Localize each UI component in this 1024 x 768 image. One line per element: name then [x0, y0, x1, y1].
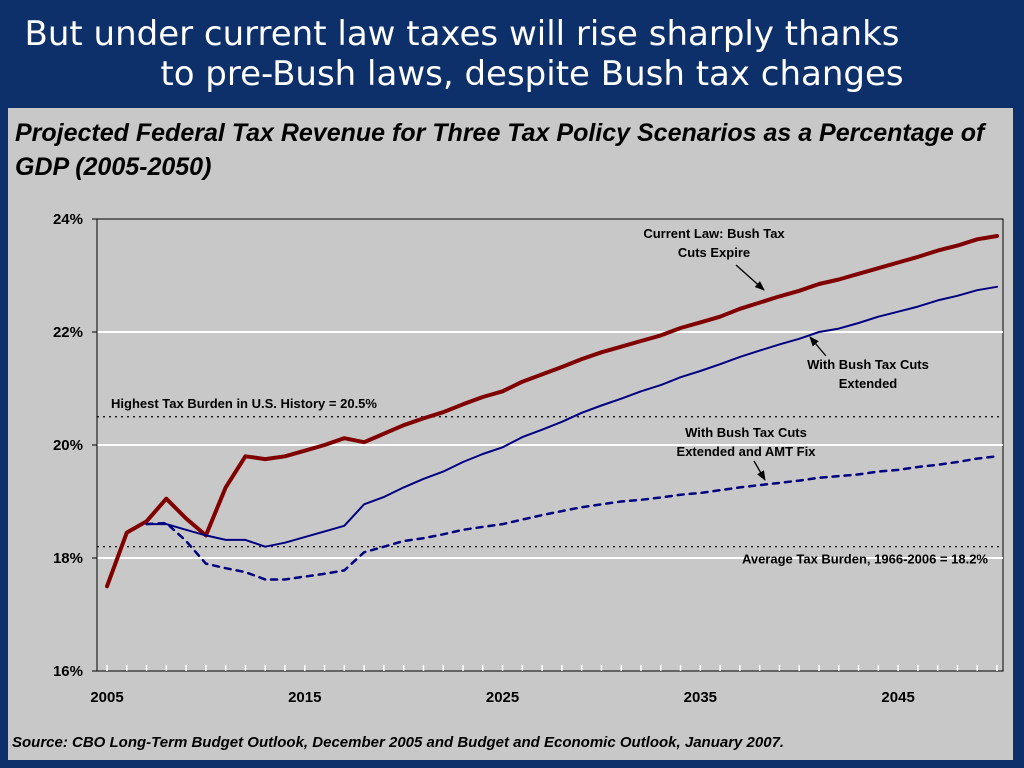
annotation-arrow	[735, 264, 765, 291]
reference-label-highest-burden: Highest Tax Burden in U.S. History = 20.…	[111, 396, 377, 411]
x-tick-label: 2045	[881, 689, 914, 706]
x-tick-label: 2035	[684, 689, 717, 706]
y-tick-label: 20%	[53, 437, 83, 454]
annotation-arrow	[753, 460, 766, 481]
y-tick-label: 18%	[53, 550, 83, 567]
annotation-text: Extended and AMT Fix	[677, 444, 817, 459]
annotation-text: Extended	[839, 376, 898, 391]
annotation-arrow	[809, 336, 827, 357]
series-line-amt-fix	[145, 455, 999, 581]
annotation-text: Cuts Expire	[678, 245, 750, 260]
annotation-text: With Bush Tax Cuts	[685, 425, 807, 440]
x-tick-label: 2005	[90, 689, 123, 706]
annotation-extended-label: With Bush Tax Cuts Extended	[807, 336, 929, 391]
series-line-bush-extended	[145, 285, 998, 548]
chart-title: Projected Federal Tax Revenue for Three …	[15, 119, 985, 181]
annotation-amt-label: With Bush Tax Cuts Extended and AMT Fix	[677, 425, 817, 481]
annotation-text: Current Law: Bush Tax	[643, 226, 785, 241]
annotation-current-law-label: Current Law: Bush Tax Cuts Expire	[643, 226, 785, 291]
x-tick-label: 2015	[288, 689, 321, 706]
annotation-text: With Bush Tax Cuts	[807, 357, 929, 372]
y-tick-label: 24%	[53, 211, 83, 228]
series-line-current-law	[105, 234, 999, 589]
y-tick-label: 16%	[53, 663, 83, 680]
reference-label-average-burden: Average Tax Burden, 1966-2006 = 18.2%	[742, 552, 988, 567]
slide-title: But under current law taxes will rise sh…	[0, 14, 1024, 94]
slide-title-line-1: But under current law taxes will rise sh…	[24, 14, 900, 54]
slide-title-line-2: to pre-Bush laws, despite Bush tax chang…	[160, 54, 904, 94]
y-tick-label: 22%	[53, 324, 83, 341]
x-tick-label: 2025	[486, 689, 519, 706]
source-note: Source: CBO Long-Term Budget Outlook, De…	[12, 734, 785, 751]
